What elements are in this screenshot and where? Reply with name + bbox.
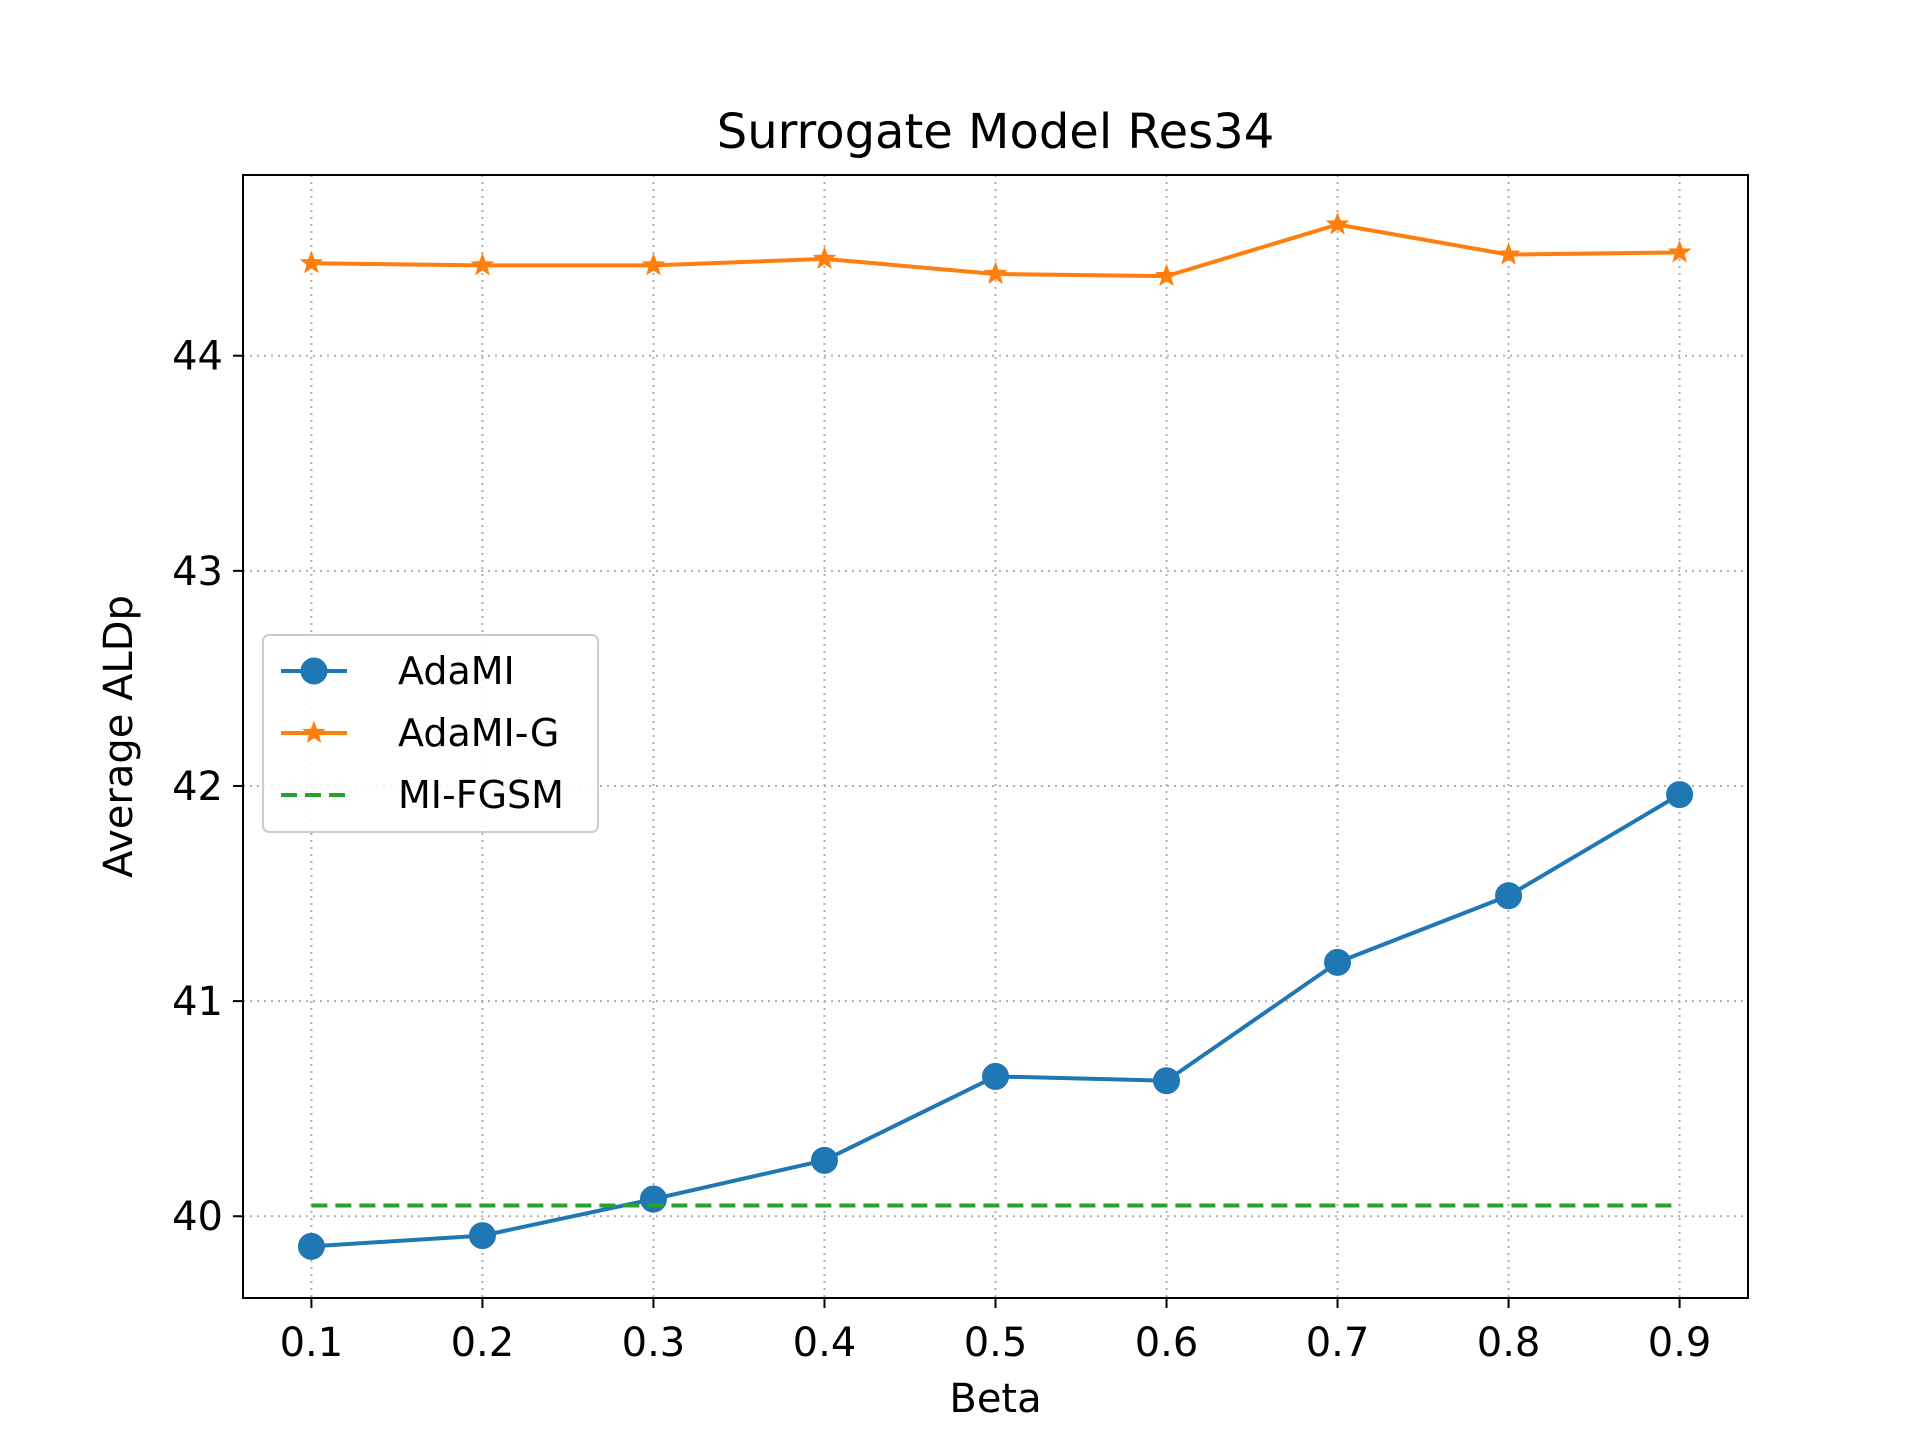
legend-swatch-marker	[302, 720, 326, 744]
y-tick-label: 42	[172, 764, 223, 810]
data-point	[1324, 948, 1352, 976]
legend-item: AdaMI-G	[281, 711, 559, 755]
x-tick-label: 0.9	[1648, 1320, 1712, 1366]
data-point	[982, 1062, 1009, 1090]
data-point	[1667, 240, 1692, 263]
data-point	[297, 1232, 325, 1260]
ticks: 0.1 0.2 0.3 0.4 0.5 0.6 0.7 0.8 0.9 40 41 42 43 44	[172, 334, 1711, 1366]
data-point	[470, 252, 495, 276]
legend-label: MI-FGSM	[398, 773, 564, 817]
y-tick-label: 44	[172, 334, 223, 380]
legend-item: MI-FGSM	[281, 773, 564, 817]
y-tick-label: 40	[172, 1194, 223, 1240]
x-tick-label: 0.2	[451, 1320, 515, 1366]
series-adami	[297, 781, 1694, 1260]
x-axis-label: Beta	[949, 1376, 1041, 1422]
data-point	[299, 250, 324, 274]
data-point	[983, 261, 1008, 285]
legend-swatch-marker	[300, 657, 328, 685]
y-tick-label: 41	[172, 979, 223, 1025]
legend: AdaMI AdaMI-G MI-FGSM	[262, 634, 599, 833]
x-tick-label: 0.3	[622, 1320, 686, 1366]
legend-item: AdaMI	[281, 649, 515, 693]
x-tick-label: 0.4	[793, 1320, 857, 1366]
legend-label: AdaMI-G	[398, 711, 559, 755]
data-point	[1153, 1067, 1181, 1095]
series-layer	[297, 212, 1694, 1260]
x-tick-label: 0.5	[964, 1320, 1028, 1366]
x-tick-label: 0.6	[1135, 1320, 1199, 1366]
data-point	[1325, 212, 1350, 235]
data-point	[1496, 242, 1521, 265]
data-point	[1495, 882, 1523, 910]
data-point	[639, 1185, 667, 1213]
data-point	[812, 246, 837, 269]
y-tick-label: 43	[172, 549, 223, 595]
x-tick-label: 0.7	[1306, 1320, 1370, 1366]
x-tick-label: 0.8	[1477, 1320, 1541, 1366]
y-axis-label: Average ALDp	[96, 595, 142, 878]
data-point	[1154, 263, 1179, 287]
legend-label: AdaMI	[398, 649, 515, 693]
series-adami-g	[299, 212, 1692, 287]
legend-frame	[262, 634, 599, 833]
data-point	[1666, 781, 1694, 809]
data-point	[641, 252, 666, 276]
chart-title: Surrogate Model Res34	[717, 104, 1275, 160]
data-point	[468, 1222, 496, 1250]
data-point	[810, 1146, 838, 1174]
x-tick-label: 0.1	[280, 1320, 344, 1366]
